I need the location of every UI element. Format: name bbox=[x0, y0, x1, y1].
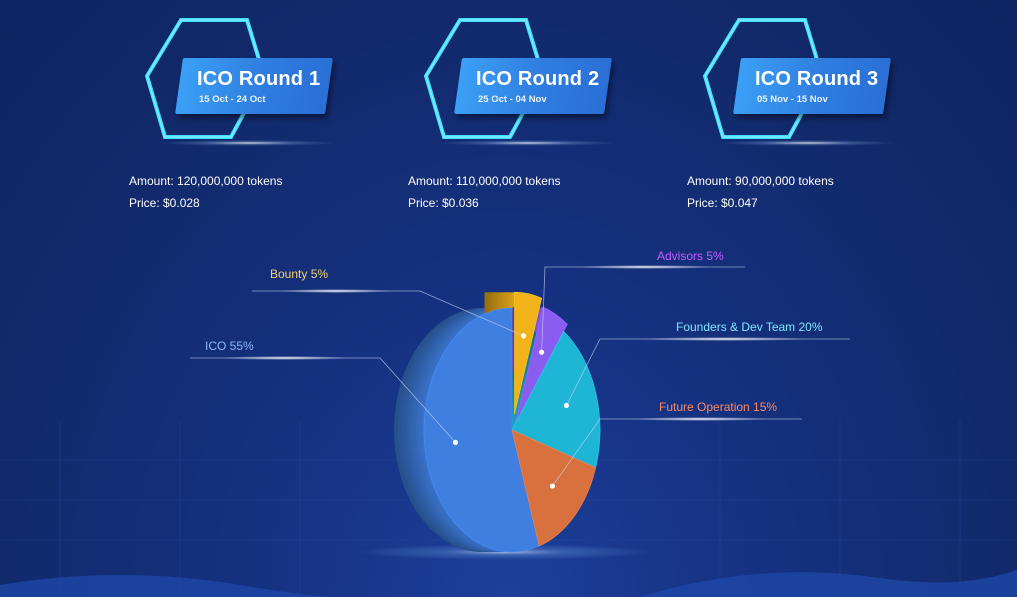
callout-line bbox=[566, 338, 850, 406]
ico-round-2-card: ICO Round 2 25 Oct - 04 Nov Amount: 110,… bbox=[408, 10, 668, 220]
round-title: ICO Round 1 bbox=[197, 68, 321, 90]
round-amount: Amount: 110,000,000 tokens bbox=[408, 174, 561, 188]
pie-callouts: ICO 55% Bounty 5% Advisors 5% Founders & De… bbox=[190, 249, 850, 489]
hexagon-frame-icon bbox=[702, 18, 825, 139]
callout-glow bbox=[578, 265, 712, 269]
slice-label: Bounty 5% bbox=[270, 267, 328, 281]
hexagon-frame-icon bbox=[423, 18, 546, 139]
callout-glow bbox=[633, 417, 769, 421]
glow-line bbox=[159, 140, 339, 146]
round-dates: 25 Oct - 04 Nov bbox=[478, 94, 547, 105]
callout-glow bbox=[280, 289, 392, 293]
pie-slice bbox=[515, 306, 568, 424]
callout-glow bbox=[641, 337, 809, 341]
hexagon-frame-icon bbox=[144, 18, 267, 139]
callout-dot bbox=[539, 349, 545, 355]
round-price: Price: $0.028 bbox=[129, 196, 200, 210]
pie-slice bbox=[423, 307, 540, 553]
callout-dot bbox=[563, 402, 570, 409]
pie-floor-glow bbox=[355, 544, 655, 560]
round-amount: Amount: 90,000,000 tokens bbox=[687, 174, 834, 188]
callout-dot bbox=[520, 333, 527, 339]
slice-label: ICO 55% bbox=[205, 339, 254, 353]
round-title: ICO Round 3 bbox=[755, 68, 879, 90]
slice-label: Advisors 5% bbox=[657, 249, 724, 263]
round-price: Price: $0.047 bbox=[687, 196, 758, 210]
callout-glow bbox=[221, 356, 349, 360]
callout-dot bbox=[452, 439, 459, 446]
round-dates: 15 Oct - 24 Oct bbox=[199, 94, 266, 105]
slice-label: Founders & Dev Team 20% bbox=[676, 320, 823, 334]
ico-round-1-card: ICO Round 1 15 Oct - 24 Oct Amount: 120,… bbox=[129, 10, 389, 220]
round-title: ICO Round 2 bbox=[476, 68, 600, 90]
pie-slice bbox=[514, 291, 543, 415]
pie-slice bbox=[511, 330, 601, 469]
round-price: Price: $0.036 bbox=[408, 196, 479, 210]
callout-dot bbox=[549, 483, 556, 489]
glow-line bbox=[438, 140, 618, 146]
round-dates: 05 Nov - 15 Nov bbox=[757, 94, 828, 105]
slice-label: Future Operation 15% bbox=[659, 400, 777, 414]
glow-line bbox=[717, 140, 897, 146]
round-amount: Amount: 120,000,000 tokens bbox=[129, 174, 283, 188]
ico-round-3-card: ICO Round 3 05 Nov - 15 Nov Amount: 90,0… bbox=[687, 10, 947, 220]
